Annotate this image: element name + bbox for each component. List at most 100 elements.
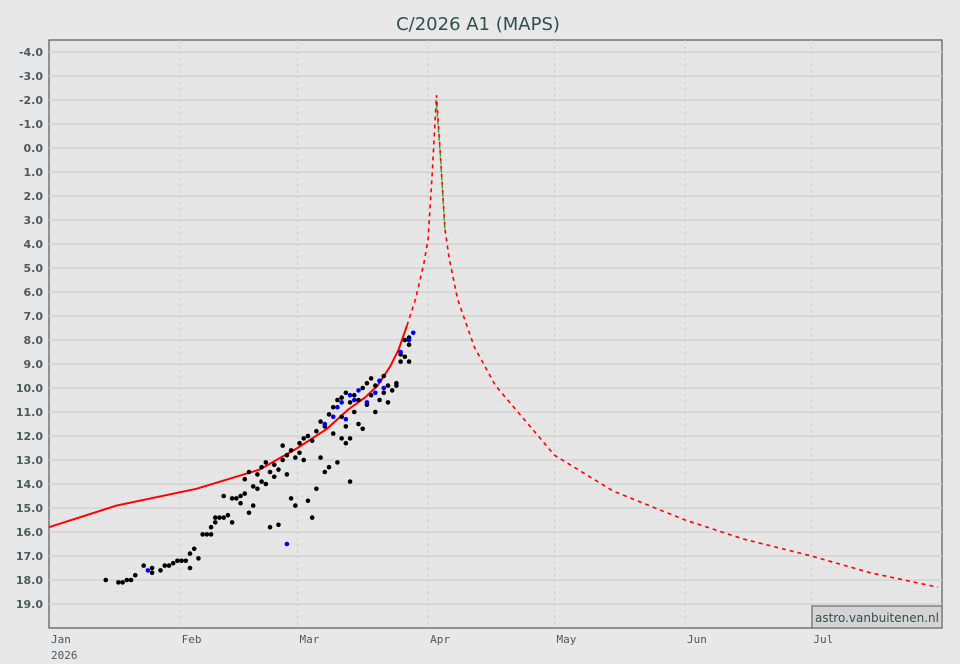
y-tick-label: 3.0 (24, 214, 44, 227)
observation-point (347, 479, 353, 484)
observation-alt-point (145, 568, 151, 573)
observation-point (229, 496, 235, 501)
observation-point (183, 558, 189, 564)
observation-point (187, 551, 193, 556)
observation-point (364, 380, 370, 386)
y-tick-label: -2.0 (19, 94, 43, 107)
observation-alt-point (406, 337, 412, 343)
fit-curve (48, 325, 408, 529)
observation-point (242, 491, 248, 496)
observation-point (368, 392, 374, 398)
observation-point (330, 431, 336, 436)
x-tick-sublabel: 2026 (51, 649, 78, 662)
observation-point (238, 500, 243, 506)
observation-point (339, 395, 344, 400)
y-tick-label: 2.0 (24, 190, 44, 203)
y-tick-label: 8.0 (24, 334, 44, 347)
observation-point (314, 428, 319, 434)
observation-point (166, 563, 172, 568)
observation-point (301, 457, 307, 463)
observation-point (305, 433, 311, 439)
x-axis: Jan 2026 Feb Mar Apr May Jun Jul (51, 633, 833, 662)
observation-point (309, 515, 315, 520)
observation-point (141, 563, 146, 568)
x-tick-label: May (556, 633, 576, 646)
y-tick-label: 17.0 (16, 550, 43, 563)
x-tick-label: Jan (51, 633, 71, 646)
y-tick-label: 9.0 (24, 358, 44, 371)
observation-alt-point (398, 349, 403, 355)
observation-point (402, 354, 408, 360)
observation-point (406, 359, 412, 364)
observation-point (385, 383, 391, 388)
y-tick-label: 6.0 (24, 286, 44, 299)
observation-point (149, 565, 155, 571)
chart-title: C/2026 A1 (MAPS) (396, 14, 560, 35)
observation-point (276, 522, 281, 528)
observation-alt-point (373, 390, 378, 396)
observation-point (162, 563, 168, 568)
observation-point (175, 558, 180, 564)
observation-point (276, 467, 281, 472)
observation-point (212, 520, 218, 525)
observation-point (356, 397, 361, 403)
observation-point (263, 460, 269, 465)
observation-point (187, 565, 193, 571)
observation-point (149, 570, 155, 576)
x-tick-label: Mar (300, 633, 320, 646)
observation-point (200, 532, 205, 537)
observation-alt-point (364, 400, 370, 405)
observation-alt-point (356, 388, 361, 393)
observation-point (343, 390, 349, 396)
observation-point (309, 438, 315, 444)
observation-point (318, 455, 323, 460)
observation-alt-point (347, 392, 353, 398)
prediction-curve (406, 95, 938, 588)
observation-point (284, 452, 290, 458)
observation-point (208, 532, 214, 537)
observations (103, 330, 416, 585)
observation-point (191, 546, 197, 552)
x-tick-label: Feb (182, 633, 202, 646)
observation-point (335, 460, 340, 465)
observation-point (128, 577, 134, 583)
observation-point (297, 450, 302, 456)
observation-point (246, 469, 252, 475)
observation-point (221, 515, 227, 520)
observation-point (377, 397, 382, 403)
observation-point (280, 443, 285, 448)
observation-point (293, 503, 298, 508)
y-tick-label: 0.0 (24, 142, 44, 155)
observation-point (343, 424, 349, 429)
observation-alt-point (377, 378, 382, 384)
observation-alt-point (284, 541, 290, 547)
prediction-alt-curve (435, 104, 446, 233)
y-tick-label: 11.0 (16, 406, 43, 419)
observation-point (318, 419, 323, 424)
curves (48, 95, 938, 588)
observation-point (116, 580, 121, 585)
observation-point (389, 388, 395, 393)
y-tick-label: 14.0 (16, 478, 43, 491)
observation-alt-point (343, 416, 349, 422)
observation-point (293, 455, 298, 460)
x-tick-label: Jun (687, 633, 707, 646)
observation-point (170, 560, 176, 566)
observation-alt-point (339, 400, 344, 405)
observation-point (234, 496, 239, 501)
observation-point (250, 484, 256, 489)
observation-point (335, 397, 340, 403)
y-tick-label: 1.0 (24, 166, 44, 179)
observation-point (204, 532, 210, 537)
observation-point (301, 436, 307, 441)
y-tick-label: 4.0 (24, 238, 44, 251)
observation-point (339, 414, 344, 420)
observation-point (120, 580, 125, 585)
observation-point (179, 558, 184, 564)
observation-point (259, 464, 264, 470)
observation-point (225, 512, 231, 518)
observation-point (381, 373, 387, 379)
observation-point (242, 476, 248, 482)
observation-point (124, 577, 130, 583)
observation-point (381, 390, 387, 396)
